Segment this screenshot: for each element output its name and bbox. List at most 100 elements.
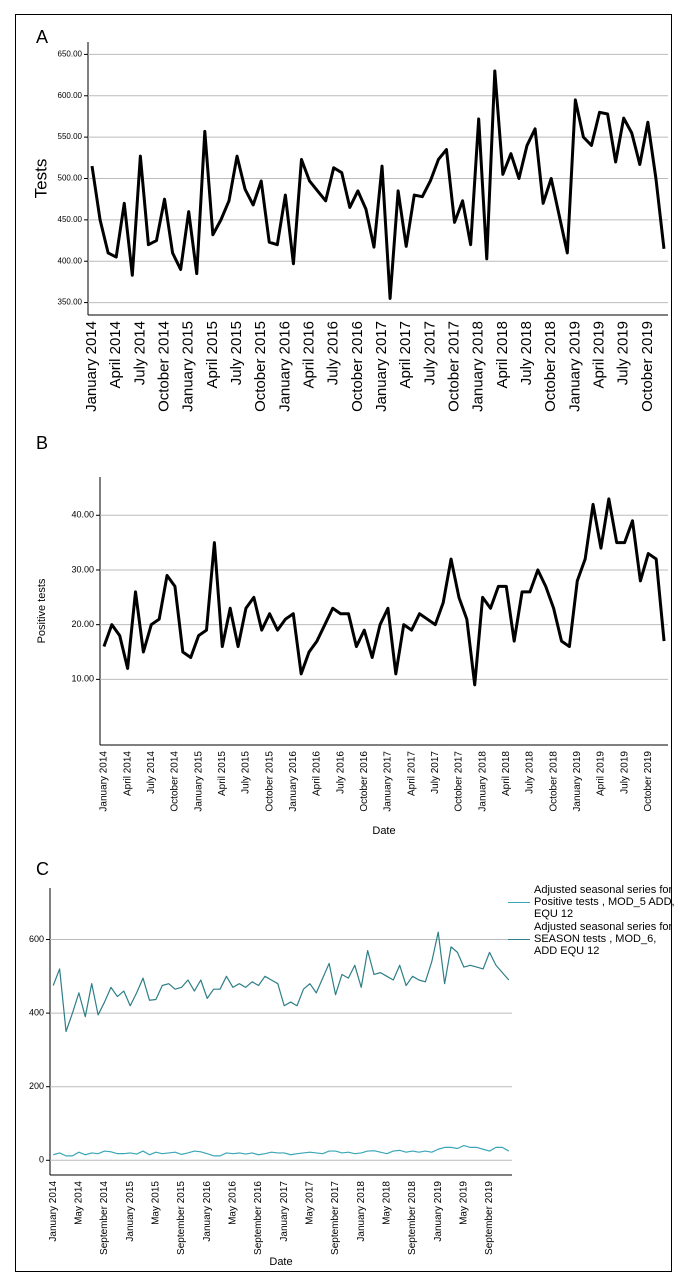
x-tick-label: April 2019 <box>596 751 607 796</box>
x-tick-label: January 2015 <box>125 1181 136 1242</box>
x-axis-title: Date <box>372 825 395 837</box>
x-tick-label: January 2015 <box>180 321 197 412</box>
series-line <box>53 1144 510 1157</box>
x-axis-title: Date <box>269 1256 292 1268</box>
legend-text: Adjusted seasonal series for SEASON test… <box>534 921 673 957</box>
x-tick-label: January 2014 <box>83 321 100 412</box>
x-tick-label: October 2018 <box>548 751 559 812</box>
x-tick-label: January 2019 <box>433 1181 444 1242</box>
x-tick-label: May 2016 <box>228 1181 239 1225</box>
legend-entry: Adjusted seasonal series for Positive te… <box>508 884 678 920</box>
y-tick-label: 600.00 <box>58 91 83 100</box>
x-tick-label: January 2017 <box>279 1181 290 1242</box>
x-tick-label: January 2015 <box>193 751 204 812</box>
series-line <box>90 69 666 300</box>
x-tick-label: October 2019 <box>639 321 656 412</box>
x-tick-label: September 2018 <box>407 1181 418 1255</box>
x-tick-label: October 2014 <box>170 751 181 812</box>
y-axis-title: Positive tests <box>36 578 48 643</box>
x-tick-label: April 2018 <box>501 751 512 796</box>
x-tick-label: July 2018 <box>518 321 535 385</box>
legend-swatch <box>508 901 530 903</box>
x-tick-label: July 2017 <box>421 321 438 385</box>
x-tick-label: April 2016 <box>300 321 317 389</box>
x-tick-label: October 2017 <box>445 321 462 412</box>
x-tick-label: April 2014 <box>107 321 124 389</box>
x-tick-label: May 2019 <box>459 1181 470 1225</box>
x-tick-label: January 2016 <box>202 1181 213 1242</box>
x-tick-label: May 2018 <box>382 1181 393 1225</box>
x-tick-label: April 2015 <box>217 751 228 796</box>
x-tick-label: January 2014 <box>48 1181 59 1242</box>
x-tick-label: January 2016 <box>276 321 293 412</box>
x-tick-label: July 2018 <box>525 751 536 794</box>
x-tick-label: October 2016 <box>349 321 366 412</box>
y-tick-label: 0 <box>39 1155 44 1165</box>
x-tick-label: September 2017 <box>330 1181 341 1255</box>
x-tick-label: April 2018 <box>494 321 511 389</box>
x-tick-label: September 2016 <box>253 1181 264 1255</box>
series-line <box>52 931 510 1033</box>
x-tick-label: April 2017 <box>397 321 414 389</box>
series-line <box>102 497 666 687</box>
y-tick-label: 650.00 <box>58 50 83 59</box>
legend-entry: Adjusted seasonal series for SEASON test… <box>508 921 678 957</box>
panel-label: A <box>36 27 48 47</box>
y-tick-label: 400.00 <box>58 256 83 265</box>
figure-border <box>15 14 672 1272</box>
y-tick-label: 30.00 <box>71 564 94 574</box>
x-tick-label: April 2017 <box>406 751 417 796</box>
x-tick-label: May 2017 <box>305 1181 316 1225</box>
y-axis-title: Tests <box>31 159 50 199</box>
x-tick-label: January 2017 <box>383 751 394 812</box>
y-tick-label: 20.00 <box>71 619 94 629</box>
x-tick-label: July 2014 <box>131 321 148 385</box>
x-tick-label: July 2016 <box>335 751 346 794</box>
x-tick-label: July 2014 <box>146 751 157 794</box>
x-tick-label: July 2015 <box>241 751 252 794</box>
x-tick-label: January 2017 <box>373 321 390 412</box>
legend-text: Adjusted seasonal series for Positive te… <box>534 884 675 920</box>
x-tick-label: January 2016 <box>288 751 299 812</box>
x-tick-label: April 2014 <box>122 751 133 796</box>
panel-label: B <box>36 433 48 453</box>
x-tick-label: October 2019 <box>643 751 654 812</box>
x-tick-label: January 2018 <box>356 1181 367 1242</box>
y-tick-label: 10.00 <box>71 674 94 684</box>
x-tick-label: October 2017 <box>454 751 465 812</box>
y-tick-label: 500.00 <box>58 174 83 183</box>
y-tick-label: 40.00 <box>71 510 94 520</box>
legend: Adjusted seasonal series for Positive te… <box>508 884 678 958</box>
x-tick-label: July 2015 <box>228 321 245 385</box>
y-tick-label: 450.00 <box>58 215 83 224</box>
x-tick-label: October 2015 <box>264 751 275 812</box>
x-tick-label: April 2015 <box>204 321 221 389</box>
y-tick-label: 550.00 <box>58 132 83 141</box>
x-tick-label: January 2019 <box>572 751 583 812</box>
x-tick-label: July 2019 <box>615 321 632 385</box>
x-tick-label: July 2019 <box>619 751 630 794</box>
panel-label: C <box>36 859 49 879</box>
y-tick-label: 600 <box>29 934 44 944</box>
x-tick-label: October 2018 <box>542 321 559 412</box>
x-tick-label: January 2018 <box>470 321 487 412</box>
legend-swatch <box>508 938 530 940</box>
x-tick-label: April 2016 <box>312 751 323 796</box>
x-tick-label: January 2014 <box>99 751 110 812</box>
x-tick-label: July 2016 <box>325 321 342 385</box>
y-tick-label: 400 <box>29 1007 44 1017</box>
x-tick-label: January 2019 <box>566 321 583 412</box>
x-tick-label: May 2014 <box>74 1181 85 1225</box>
y-tick-label: 200 <box>29 1081 44 1091</box>
y-tick-label: 350.00 <box>58 298 83 307</box>
x-tick-label: April 2019 <box>590 321 607 389</box>
x-tick-label: May 2015 <box>151 1181 162 1225</box>
x-tick-label: October 2016 <box>359 751 370 812</box>
x-tick-label: October 2014 <box>155 321 172 412</box>
x-tick-label: January 2018 <box>477 751 488 812</box>
x-tick-label: October 2015 <box>252 321 269 412</box>
x-tick-label: September 2019 <box>484 1181 495 1255</box>
x-tick-label: September 2014 <box>99 1181 110 1255</box>
